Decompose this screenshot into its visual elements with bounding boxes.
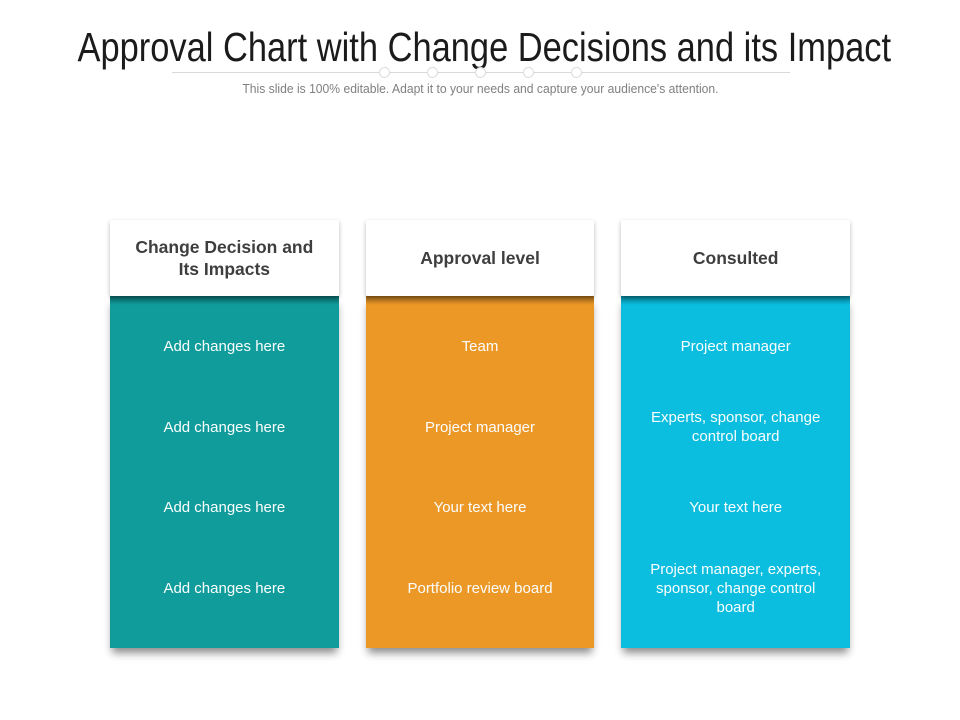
cell-text: Add changes here — [163, 337, 286, 355]
column-header: Approval level — [365, 220, 595, 296]
column-header: Consulted — [621, 220, 851, 296]
table-cell: Add changes here — [110, 387, 339, 468]
page-title: Approval Chart with Change Decisions and… — [77, 24, 892, 70]
divider-dots — [0, 67, 960, 78]
cell-text: Add changes here — [163, 499, 286, 517]
subtitle-block: This slide is 100% editable. Adapt it to… — [0, 80, 960, 98]
title-block: Approval Chart with Change Decisions and… — [0, 24, 960, 71]
subtitle: This slide is 100% editable. Adapt it to… — [241, 82, 719, 96]
table-cell: Your text here — [366, 468, 595, 549]
cell-text: Experts, sponsor, change control board — [651, 409, 821, 446]
divider-dot-icon — [378, 67, 390, 78]
divider-dot-icon — [426, 67, 438, 78]
table-cell: Experts, sponsor, change control board — [621, 387, 850, 468]
cell-text: Your text here — [689, 499, 783, 517]
divider-dot-icon — [570, 67, 582, 78]
table-cell: Portfolio review board — [366, 548, 595, 629]
cell-text: Your text here — [433, 499, 527, 517]
cell-text: Project manager — [424, 418, 536, 436]
table-cell: Add changes here — [110, 548, 339, 629]
column-change-decision: Change Decision and Its Impacts Add chan… — [110, 220, 339, 648]
column-header: Change Decision and Its Impacts — [110, 220, 339, 296]
table-cell: Add changes here — [110, 468, 339, 549]
table-cell: Project manager, experts, sponsor, chang… — [621, 548, 850, 629]
cell-text: Team — [461, 337, 499, 355]
cell-text: Add changes here — [163, 418, 286, 436]
table-cell: Project manager — [621, 306, 850, 387]
divider-dot-icon — [522, 67, 534, 78]
column-body: Add changes here Add changes here Add ch… — [110, 296, 339, 648]
column-consulted: Consulted Project manager Experts, spons… — [621, 220, 851, 648]
divider-dot-icon — [474, 67, 486, 78]
column-body: Team Project manager Your text here Port… — [365, 296, 595, 648]
column-approval-level: Approval level Team Project manager Your… — [365, 220, 595, 648]
approval-chart: Change Decision and Its Impacts Add chan… — [110, 220, 851, 648]
table-cell: Your text here — [621, 468, 850, 549]
cell-text: Project manager, experts, sponsor, chang… — [650, 561, 822, 617]
table-cell: Project manager — [366, 387, 595, 468]
cell-text: Portfolio review board — [407, 580, 553, 598]
cell-text: Project manager — [680, 337, 791, 355]
cell-text: Add changes here — [163, 580, 286, 598]
column-body: Project manager Experts, sponsor, change… — [621, 296, 851, 648]
table-cell: Team — [366, 306, 595, 387]
table-cell: Add changes here — [110, 306, 339, 387]
